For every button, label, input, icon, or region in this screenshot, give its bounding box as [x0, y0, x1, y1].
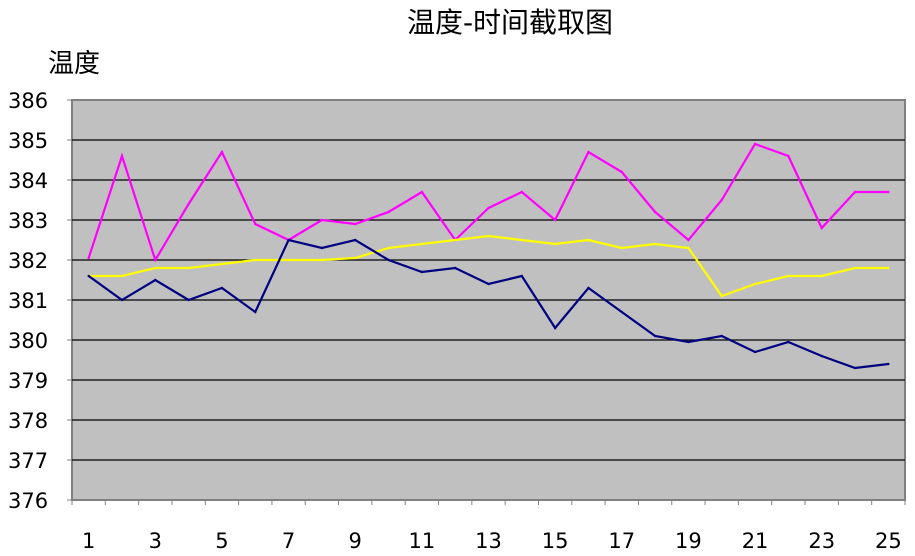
y-tick-label: 376: [8, 489, 48, 513]
data-point: [254, 310, 257, 314]
y-tick-label: 386: [8, 89, 48, 113]
x-tick-label: 17: [608, 529, 635, 552]
data-point: [320, 218, 324, 222]
data-point: [254, 258, 257, 262]
x-tick-label: 9: [349, 529, 362, 552]
y-tick-label: 384: [8, 169, 48, 193]
data-point: [853, 190, 857, 194]
x-tick-label: 7: [282, 529, 295, 552]
data-point: [287, 238, 290, 242]
data-point: [354, 238, 357, 242]
data-point: [820, 354, 823, 358]
data-point: [720, 294, 723, 298]
data-point: [787, 274, 790, 278]
x-tick-label: 25: [875, 529, 902, 552]
data-point: [653, 210, 657, 214]
data-point: [687, 238, 690, 242]
data-point: [787, 154, 790, 158]
data-point: [120, 274, 124, 278]
data-point: [553, 242, 557, 246]
data-point: [320, 246, 324, 250]
data-point: [553, 218, 557, 222]
data-point: [154, 258, 157, 262]
data-point: [553, 326, 557, 330]
data-point: [220, 286, 224, 290]
data-point: [887, 362, 890, 366]
x-tick-label: 23: [808, 529, 835, 552]
x-tick-label: 3: [149, 529, 162, 552]
data-point: [620, 310, 623, 314]
data-point: [453, 238, 457, 242]
data-point: [720, 334, 723, 338]
data-point: [420, 270, 424, 274]
y-tick-label: 378: [8, 409, 48, 433]
data-point: [354, 256, 357, 260]
data-point: [187, 266, 190, 270]
data-point: [420, 190, 424, 194]
data-point: [720, 198, 723, 202]
data-point: [753, 282, 757, 286]
data-point: [753, 142, 757, 146]
data-point: [520, 238, 524, 242]
data-point: [653, 242, 657, 246]
data-point: [487, 206, 490, 210]
data-point: [820, 274, 823, 278]
data-point: [287, 258, 290, 262]
data-point: [354, 222, 357, 226]
x-tick-label: 21: [742, 529, 769, 552]
data-point: [787, 340, 790, 344]
x-tick-label: 13: [475, 529, 502, 552]
data-point: [587, 238, 590, 242]
data-point: [520, 274, 524, 278]
data-point: [87, 256, 90, 260]
data-point: [154, 266, 157, 270]
y-tick-label: 381: [8, 289, 48, 313]
x-tick-label: 11: [408, 529, 435, 552]
data-point: [154, 278, 157, 282]
data-point: [620, 170, 623, 174]
data-point: [387, 246, 390, 250]
data-point: [387, 210, 390, 214]
y-tick-label: 379: [8, 369, 48, 393]
data-point: [220, 150, 224, 154]
chart-title: 温度-时间截取图: [407, 6, 613, 39]
data-point: [587, 150, 590, 154]
data-point: [687, 340, 690, 344]
data-point: [587, 286, 590, 290]
data-point: [687, 246, 690, 250]
y-axis-label: 温度: [48, 49, 100, 79]
data-point: [853, 366, 857, 370]
y-tick-label: 383: [8, 209, 48, 233]
y-tick-label: 382: [8, 249, 48, 273]
data-point: [620, 246, 623, 250]
y-tick-label: 377: [8, 449, 48, 473]
data-point: [487, 234, 490, 238]
data-point: [320, 258, 324, 262]
data-point: [820, 226, 823, 230]
data-point: [120, 298, 124, 302]
data-point: [653, 334, 657, 338]
data-point: [220, 262, 224, 266]
data-point: [87, 274, 90, 278]
data-point: [120, 154, 124, 158]
x-tick-label: 1: [82, 529, 95, 552]
x-tick-label: 5: [215, 529, 228, 552]
y-tick-label: 385: [8, 129, 48, 153]
data-point: [420, 242, 424, 246]
y-tick-label: 380: [8, 329, 48, 353]
data-point: [487, 282, 490, 286]
data-point: [753, 350, 757, 354]
x-tick-label: 19: [675, 529, 702, 552]
data-point: [520, 190, 524, 194]
data-point: [853, 266, 857, 270]
data-point: [187, 202, 190, 206]
data-point: [387, 258, 390, 262]
data-point: [254, 222, 257, 226]
data-point: [453, 266, 457, 270]
data-point: [187, 298, 190, 302]
data-point: [887, 266, 890, 270]
x-tick-label: 15: [542, 529, 569, 552]
data-point: [887, 190, 890, 194]
